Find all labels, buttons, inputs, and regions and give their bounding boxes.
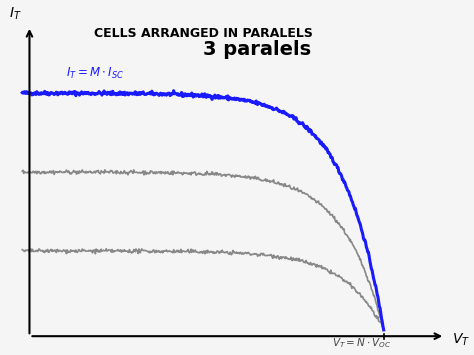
Text: CELLS ARRANGED IN PARALELS: CELLS ARRANGED IN PARALELS [93, 27, 312, 40]
Text: 3 paralels: 3 paralels [203, 40, 311, 59]
Text: $V_T = N \cdot V_{OC}$: $V_T = N \cdot V_{OC}$ [332, 337, 392, 350]
Text: $V_T$: $V_T$ [452, 332, 471, 348]
Text: $I_T$: $I_T$ [9, 6, 21, 22]
Text: $I_T = M \cdot I_{SC}$: $I_T = M \cdot I_{SC}$ [65, 66, 124, 81]
